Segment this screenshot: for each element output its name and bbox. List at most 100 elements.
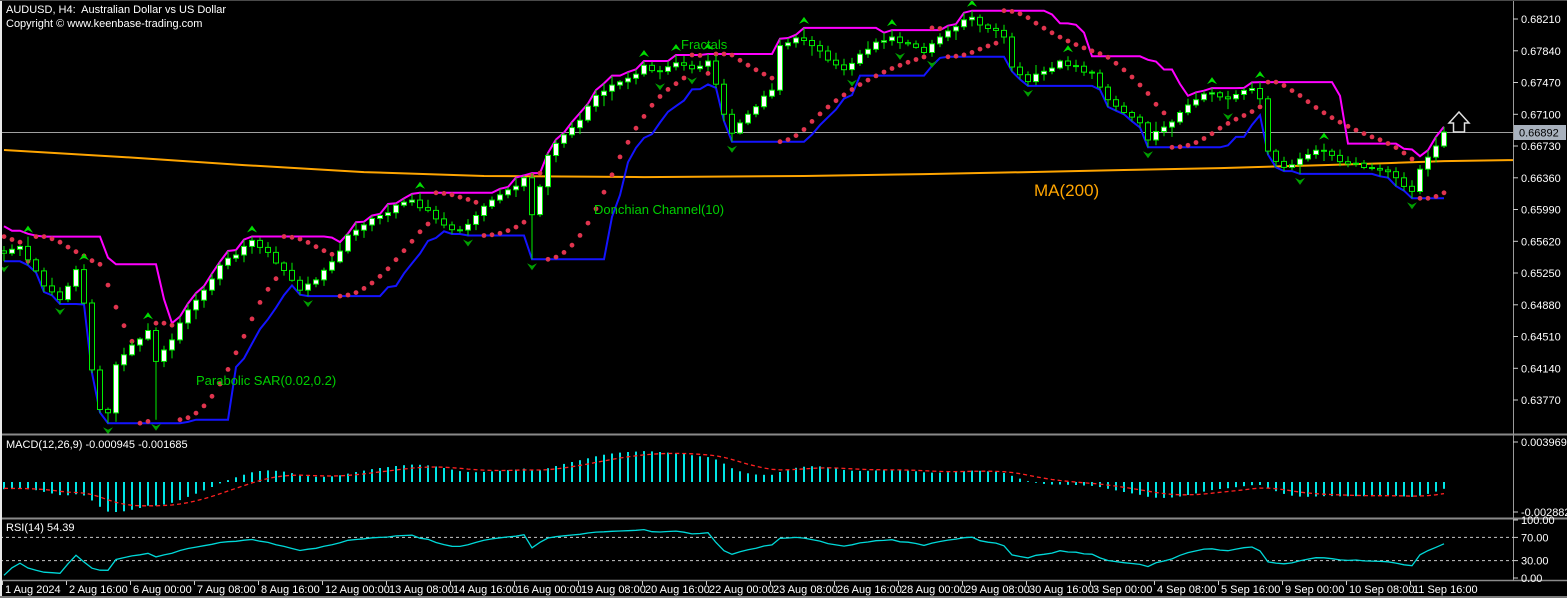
sar-dot [737, 57, 743, 63]
candle-body [865, 48, 871, 55]
time-tick-label: 4 Sep 08:00 [1157, 584, 1216, 596]
candle-body [1353, 162, 1359, 165]
candle-body [905, 42, 911, 45]
time-tick-label: 10 Sep 08:00 [1349, 584, 1414, 596]
sar-dot [97, 261, 103, 267]
sar-dot [345, 292, 351, 298]
sar-indicator-label: Parabolic SAR(0.02,0.2) [196, 373, 337, 388]
candle-body [753, 106, 759, 115]
rsi-panel-label: RSI(14) 54.39 [6, 522, 75, 534]
sar-dot [745, 62, 751, 68]
sar-dot [361, 286, 367, 291]
fractal-up-icon [887, 19, 897, 27]
sar-dot [401, 248, 407, 254]
sar-dot [33, 234, 39, 240]
price-tick-label: 0.63770 [1521, 395, 1561, 407]
sar-dot [201, 403, 207, 409]
candle-body [105, 408, 111, 414]
candle-body [1441, 131, 1447, 147]
candle-body [1241, 89, 1247, 96]
sar-dot [985, 43, 991, 49]
main-chart-panel [0, 1, 1513, 435]
sar-dot [993, 40, 999, 46]
sar-dot [1209, 131, 1215, 137]
candle-body [1161, 126, 1167, 132]
sar-dot [673, 81, 679, 87]
sar-dot [553, 254, 559, 260]
price-axis[interactable]: 0.68210 0.67840 0.67470 0.67100 0.66730 0.663… [1513, 1, 1567, 585]
candle-body [849, 62, 855, 71]
price-tick-label: 0.66360 [1521, 173, 1561, 185]
fractal-up-icon [247, 225, 257, 233]
candle-body [289, 269, 295, 281]
candle-body [1417, 168, 1423, 192]
fractal-up-icon [79, 253, 89, 261]
sar-dot [17, 239, 23, 245]
sar-dot [1377, 137, 1383, 143]
candle-body [305, 283, 311, 291]
candle-body [1, 250, 7, 254]
sar-dot [1225, 121, 1231, 126]
sar-dot [1361, 131, 1367, 137]
candle-body [801, 37, 807, 42]
sar-dot [409, 238, 415, 244]
candle-body [225, 257, 231, 266]
candle-body [369, 218, 375, 226]
sar-dot [1161, 110, 1167, 116]
candle-body [1433, 145, 1439, 158]
candle-body [329, 261, 335, 271]
sar-dot [1009, 9, 1015, 14]
sar-dot [1433, 194, 1439, 199]
time-tick-label: 3 Sep 00:00 [1093, 584, 1152, 596]
sar-dot [465, 197, 471, 202]
candle-body [489, 199, 495, 207]
sar-dot [225, 367, 231, 372]
sar-dot [1369, 134, 1375, 140]
fractal-up-icon [799, 16, 809, 24]
candle-body [1217, 92, 1223, 98]
sar-dot [377, 273, 383, 279]
time-tick-label: 20 Aug 16:00 [645, 584, 710, 596]
sar-dot [385, 266, 391, 272]
fractal-up-icon [143, 312, 153, 320]
sar-dot [297, 236, 303, 242]
sar-dot [1137, 82, 1143, 88]
sar-dot [1081, 45, 1087, 51]
candle-body [1281, 160, 1287, 168]
candle-body [185, 309, 191, 324]
sar-dot [1145, 91, 1151, 96]
candle-body [1385, 169, 1391, 173]
sar-dot [761, 71, 767, 77]
price-tick-label: 0.68210 [1521, 14, 1561, 26]
sar-dot [233, 350, 239, 356]
candle-body [417, 199, 423, 209]
candle-body [1193, 99, 1199, 106]
candle-body [1233, 94, 1239, 100]
sar-dot [1097, 51, 1103, 57]
fractals-indicator-label: Fractals [681, 37, 728, 52]
window-left-border [0, 1, 2, 598]
candle-body [729, 113, 735, 134]
candle-body [1377, 167, 1383, 171]
candle-body [1401, 177, 1407, 187]
fractal-down-icon [847, 79, 857, 87]
time-axis[interactable]: 1 Aug 2024 2 Aug 16:00 6 Aug 00:00 7 Aug 08… [2, 581, 1478, 596]
candle-body [257, 239, 263, 248]
candle-body [1153, 131, 1159, 141]
candle-body [465, 223, 471, 231]
candle-body [777, 45, 783, 91]
sar-dot [1321, 110, 1327, 116]
candle-body [1225, 96, 1231, 100]
sar-dot [353, 290, 359, 295]
price-tick-label: 0.64510 [1521, 332, 1561, 344]
candle-body [313, 279, 319, 285]
candle-body [833, 59, 839, 66]
candle-body [1121, 105, 1127, 113]
sar-dot [817, 111, 823, 117]
candles-layer [1, 10, 1447, 424]
candle-body [337, 250, 343, 263]
rsi-tick-label: 0.00 [1521, 573, 1542, 585]
time-tick-label: 19 Aug 08:00 [581, 584, 646, 596]
